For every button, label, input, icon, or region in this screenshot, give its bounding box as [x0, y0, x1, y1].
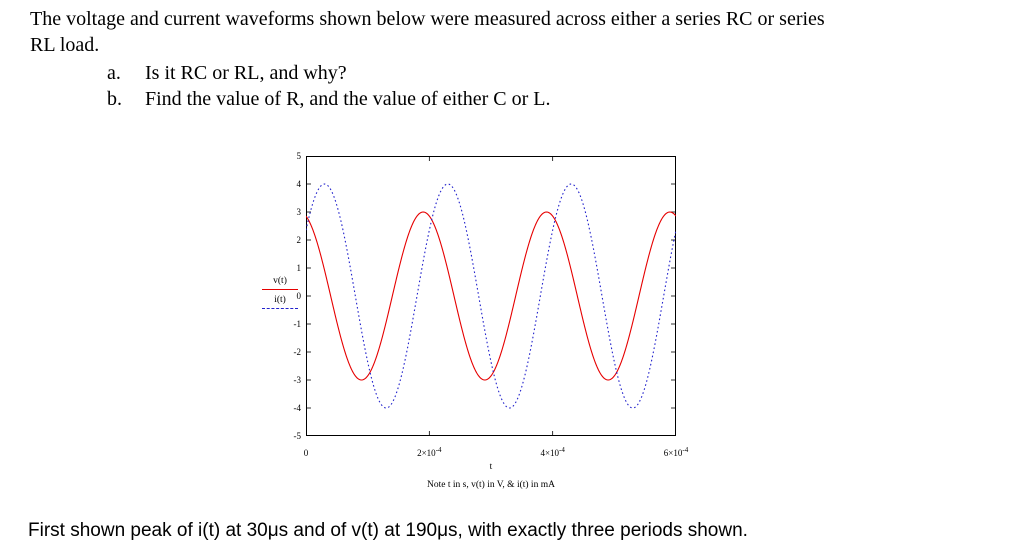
item-b-text: Find the value of R, and the value of ei…: [145, 88, 551, 110]
problem-statement: The voltage and current waveforms shown …: [30, 6, 825, 58]
x-axis-tick-label: 0: [303, 448, 309, 458]
problem-item-b: b. Find the value of R, and the value of…: [107, 86, 550, 112]
y-axis-tick-label: -1: [293, 319, 302, 329]
y-axis-tick-label: 1: [296, 263, 302, 273]
item-a-text: Is it RC or RL, and why?: [145, 62, 347, 84]
problem-statement-line2: RL load.: [30, 34, 100, 56]
y-axis-tick-label: -4: [293, 403, 302, 413]
item-b-label: b.: [107, 88, 122, 110]
current-curve: [306, 183, 676, 409]
problem-items: a. Is it RC or RL, and why? b. Find the …: [107, 60, 550, 112]
axis-legend: v(t) i(t): [260, 276, 300, 314]
footer-text: First shown peak of i(t) at 30μs and of …: [28, 520, 748, 541]
y-axis-tick-label: -3: [293, 375, 302, 385]
legend-i-line: [262, 308, 298, 309]
waveform-chart: 5 4 3 2 1 0 -1 -2 -3 -4 -5 0 2×10-4 4×10…: [250, 150, 740, 510]
x-axis-label: t: [489, 462, 493, 472]
item-a-label: a.: [107, 62, 121, 84]
legend-v-label: v(t): [273, 276, 287, 286]
problem-item-a: a. Is it RC or RL, and why?: [107, 60, 550, 86]
y-axis-tick-label: -2: [293, 347, 302, 357]
y-axis-tick-label: 0: [296, 291, 302, 301]
x-axis-tick-label: 4×10-4: [540, 446, 565, 458]
y-axis-tick-label: 4: [296, 179, 302, 189]
y-axis-tick-label: 3: [296, 207, 302, 217]
voltage-curve: [306, 211, 676, 381]
problem-statement-line1: The voltage and current waveforms shown …: [30, 8, 825, 30]
legend-i-label: i(t): [274, 295, 286, 305]
y-axis-tick-label: 2: [296, 235, 302, 245]
y-axis-tick-label: 5: [296, 151, 302, 161]
x-axis-tick-label: 2×10-4: [417, 446, 442, 458]
axis-note: Note t in s, v(t) in V, & i(t) in mA: [427, 480, 555, 490]
x-axis-tick-label: 6×10-4: [663, 446, 689, 458]
legend-v-line: [262, 289, 298, 290]
axis-box: [306, 156, 676, 436]
y-axis-tick-label: -5: [293, 431, 302, 441]
plot-area: [306, 156, 676, 436]
